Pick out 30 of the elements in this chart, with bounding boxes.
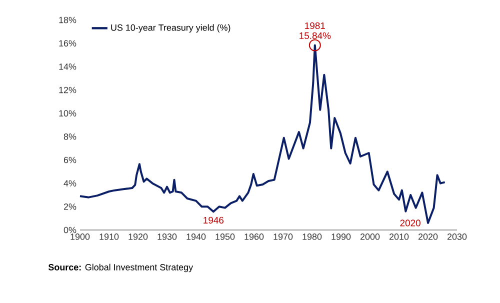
x-tick-label: 1910 (100, 234, 119, 240)
x-tick-label: 1990 (332, 234, 351, 240)
x-tick-label: 1970 (274, 234, 293, 240)
x-tick-label: 2030 (447, 234, 467, 240)
x-tick-label: 2020 (418, 234, 438, 240)
x-tick-label: 1980 (302, 234, 322, 240)
x-tick-label: 1900 (70, 234, 90, 240)
x-tick-label: 1950 (216, 234, 235, 240)
annotation: 1946 (204, 216, 224, 224)
y-tick-label: 14% (59, 64, 76, 70)
annotation: 2020 (400, 220, 420, 226)
y-tick-label: 10% (59, 110, 76, 117)
legend-label: US 10-year Treasury yield (%) (111, 24, 230, 33)
y-tick-label: 16% (59, 40, 76, 47)
x-tick-label: 1960 (244, 234, 264, 240)
x-tick-label: 1940 (186, 234, 206, 240)
y-tick-label: 12% (59, 86, 76, 94)
y-tick-label: 18% (59, 16, 76, 24)
x-tick-label: 2000 (360, 234, 380, 240)
x-tick-label: 2010 (389, 234, 409, 240)
text: Source: Global Investment Strategy (48, 264, 194, 272)
annotation: 15.84% (300, 32, 331, 40)
x-tick-label: 1930 (158, 234, 177, 240)
y-tick-label: 4% (64, 180, 76, 186)
y-tick-label: 2% (64, 204, 76, 210)
y-tick-label: 0% (64, 226, 76, 234)
y-tick-label: 8% (64, 133, 76, 140)
annotation: 1981 (305, 22, 325, 30)
y-tick-label: 6% (64, 156, 76, 164)
x-tick-label: 1920 (128, 234, 148, 240)
